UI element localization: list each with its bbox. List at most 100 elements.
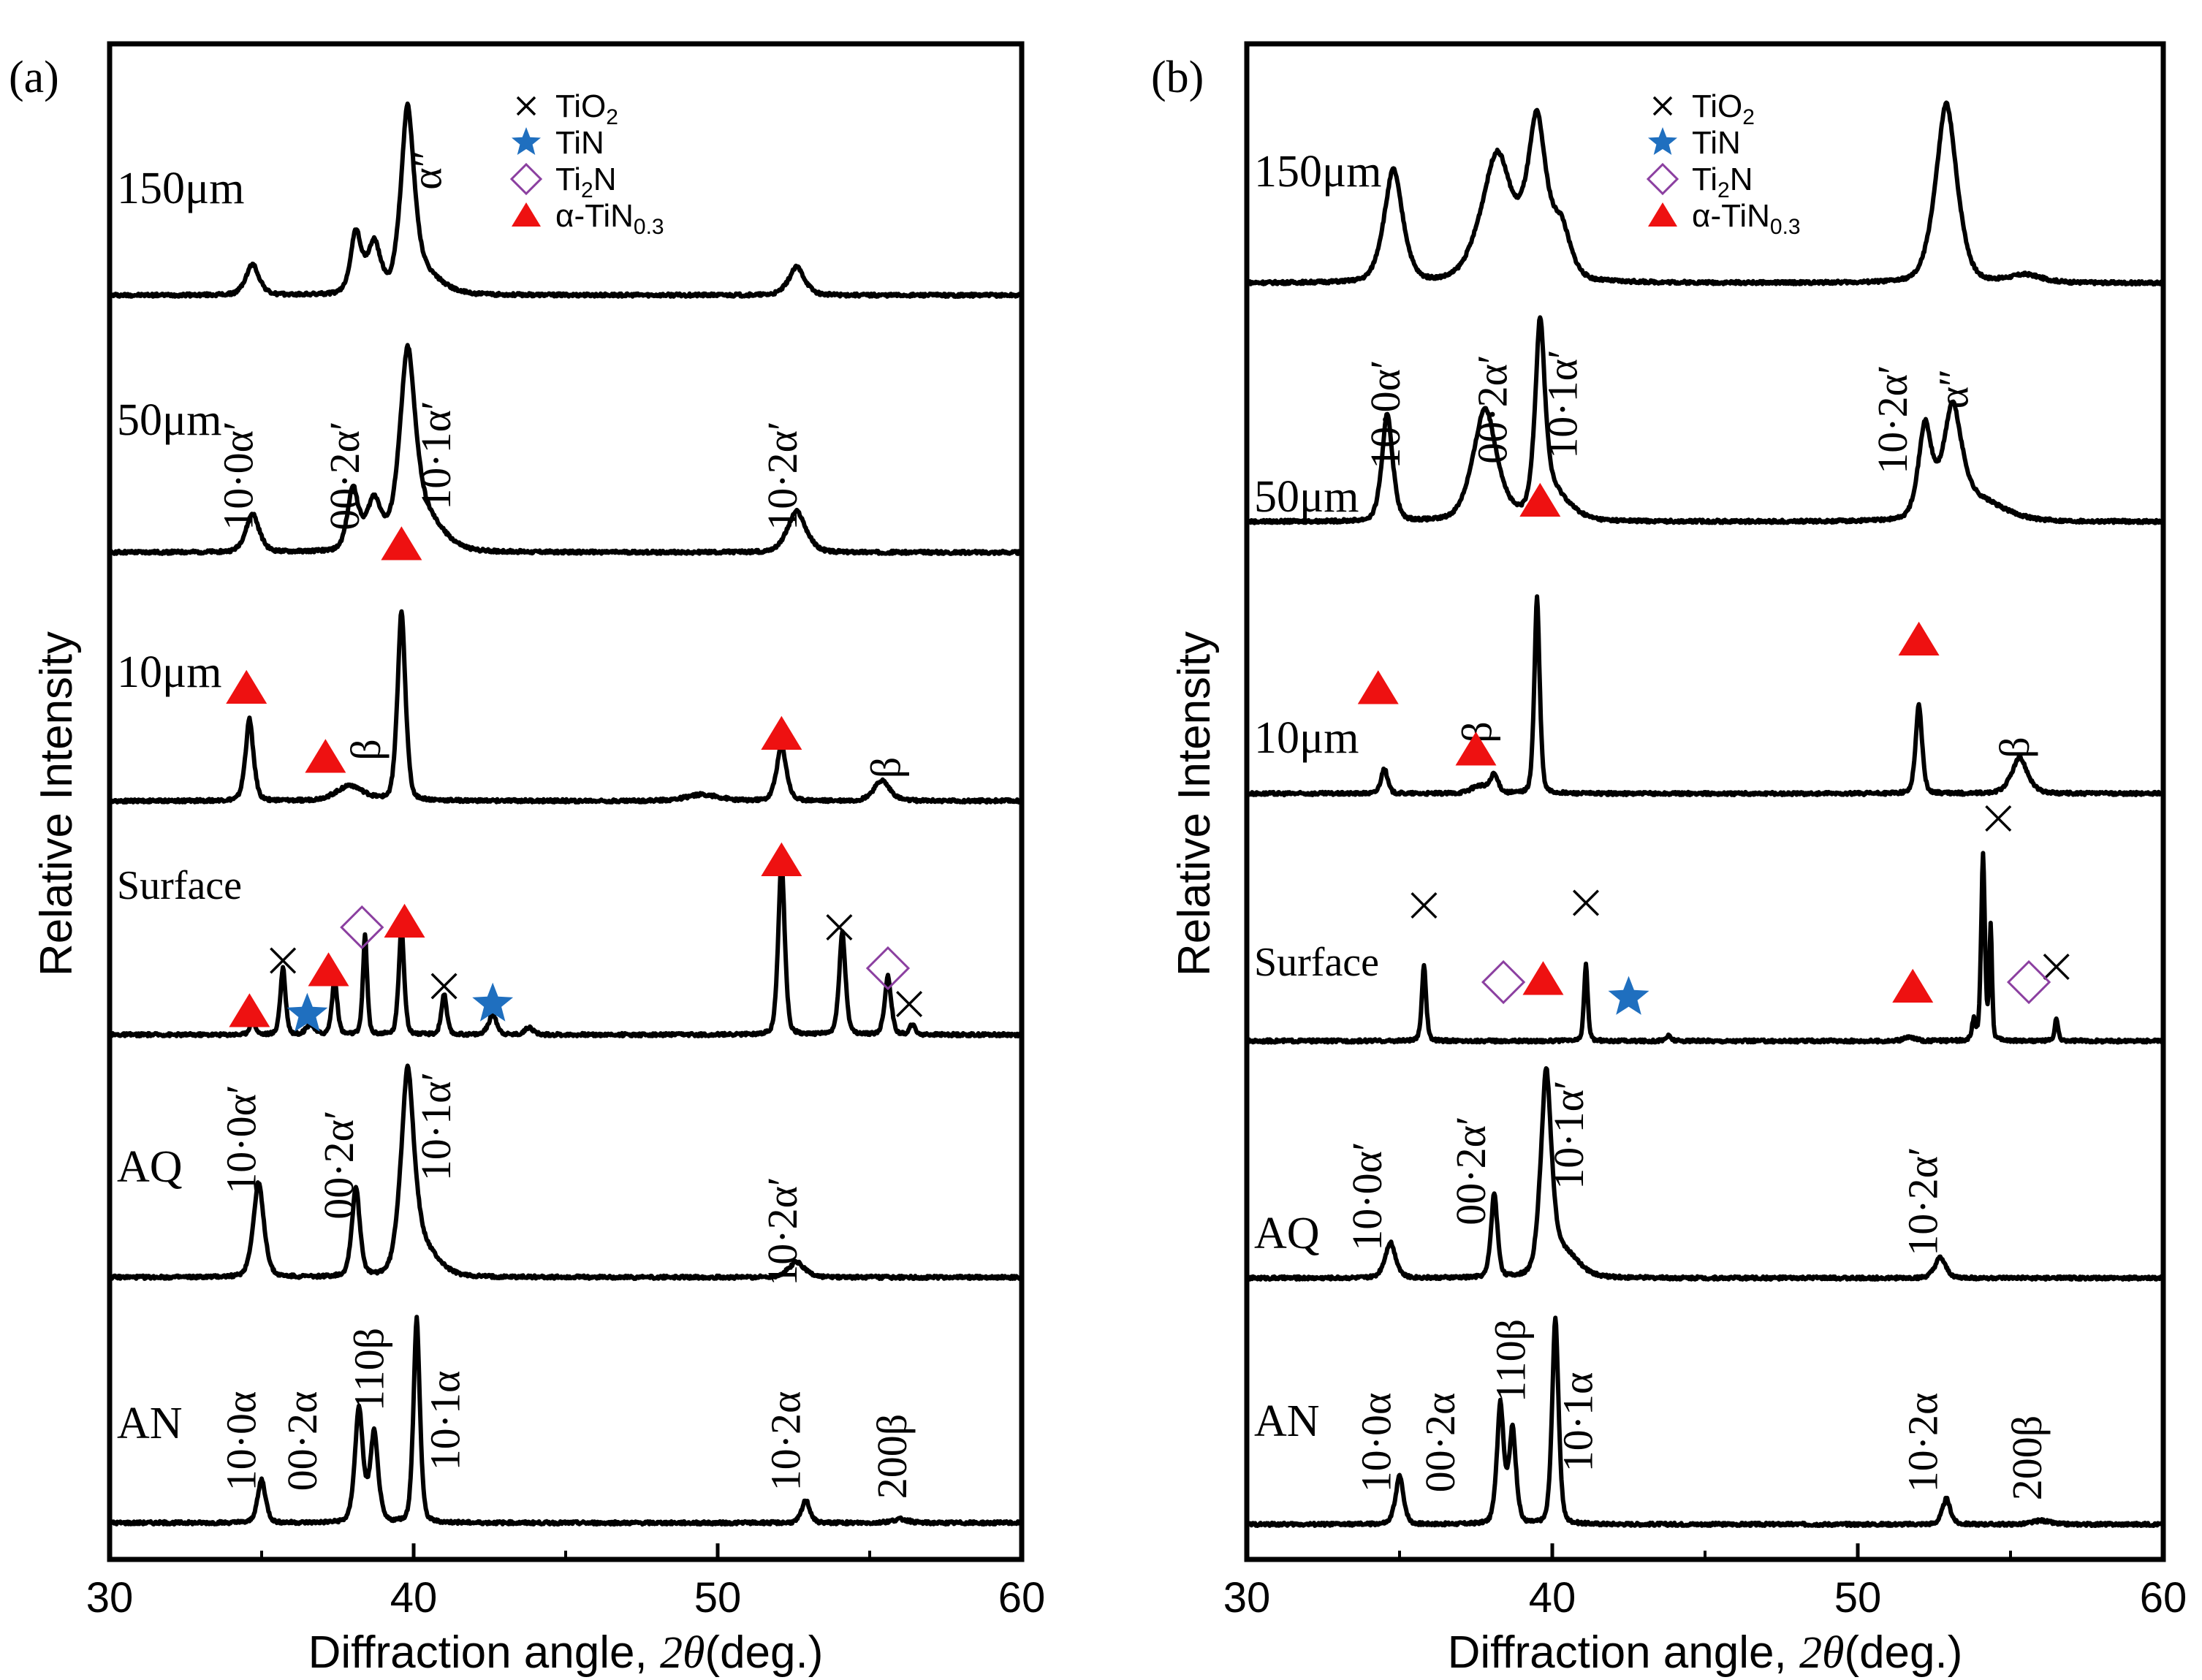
triangle-marker bbox=[1898, 621, 1940, 655]
sample-label-surface: Surface bbox=[1254, 940, 1379, 985]
x-axis-label-a: Diffraction angle, 2θ(deg.) bbox=[308, 1627, 824, 1678]
triangle-marker bbox=[1519, 482, 1561, 517]
peak-label: 10·1α′ bbox=[1538, 349, 1586, 458]
sample-labels-a: 150μm 50μm 10μm Surface AQ AN bbox=[117, 164, 244, 1448]
legend-item-diamond: Ti2N bbox=[509, 161, 617, 202]
peak-labels-a: α″ 10·0α′ 00·2α′ 10·1α′ 10·2α′ β β 10·0α′ 00·2α′… bbox=[215, 150, 916, 1499]
sample-label-150-m: 150μm bbox=[117, 164, 244, 213]
x-ticks-a: 30 40 50 60 bbox=[86, 1543, 1045, 1622]
series-line-aq bbox=[107, 1063, 1024, 1281]
legend-item-star: TiN bbox=[1648, 125, 1741, 161]
peak-label: 10·0α bbox=[218, 1391, 265, 1491]
series-line-10-m bbox=[1245, 594, 2165, 798]
sample-label-10-m: 10μm bbox=[1254, 713, 1359, 763]
peak-label: 00·2α′ bbox=[321, 421, 368, 530]
legend-item-diamond: Ti2N bbox=[1646, 161, 1753, 202]
triangle-marker bbox=[229, 993, 270, 1027]
peak-label: 10·0α′ bbox=[1343, 1141, 1391, 1250]
legend-label: TiN bbox=[555, 125, 604, 161]
diamond-icon bbox=[1646, 162, 1679, 196]
diamond-marker bbox=[865, 946, 911, 991]
triangle-marker bbox=[305, 739, 346, 773]
legend-item-triangle: α-TiN0.3 bbox=[1648, 198, 1801, 239]
peak-label: 110β bbox=[1487, 1319, 1534, 1402]
cross-icon bbox=[1652, 96, 1673, 116]
y-axis-label-a: Relative Intensity bbox=[31, 631, 82, 976]
cross-marker bbox=[2043, 953, 2070, 981]
sample-label-surface: Surface bbox=[117, 863, 242, 908]
peak-label: 10·2α bbox=[1899, 1393, 1947, 1493]
star-marker bbox=[286, 992, 328, 1032]
series-line-an bbox=[107, 1315, 1024, 1527]
legend-label: Ti2N bbox=[555, 161, 617, 202]
cross-marker bbox=[896, 990, 923, 1018]
legend-label: Ti2N bbox=[1692, 161, 1753, 202]
legend-label: α-TiN0.3 bbox=[555, 198, 664, 239]
triangle-marker bbox=[761, 715, 802, 750]
triangle-marker bbox=[1892, 968, 1934, 1003]
star-marker bbox=[472, 982, 514, 1022]
peak-label: 10·2α′ bbox=[759, 421, 806, 530]
peak-label: 00·2α bbox=[1416, 1393, 1464, 1493]
panel-label-b: (b) bbox=[1151, 53, 1204, 102]
star-icon bbox=[512, 127, 541, 155]
phase-markers-a bbox=[226, 526, 923, 1032]
sample-label-aq: AQ bbox=[1254, 1209, 1320, 1258]
sample-label-an: AN bbox=[117, 1399, 183, 1448]
peak-label: 10·2α′ bbox=[1899, 1147, 1947, 1255]
peak-label: 10·0α′ bbox=[215, 421, 262, 530]
triangle-marker bbox=[381, 526, 422, 560]
peak-label: 10·1α′ bbox=[1545, 1080, 1592, 1189]
triangle-marker bbox=[761, 842, 802, 876]
series-line-surface bbox=[1245, 851, 2165, 1045]
triangle-marker bbox=[1455, 731, 1497, 766]
sample-label-aq: AQ bbox=[117, 1142, 183, 1192]
phase-markers-b bbox=[1357, 482, 2070, 1015]
legend-item-cross: TiO2 bbox=[516, 88, 618, 129]
x-ticks-b: 30 40 50 60 bbox=[1223, 1543, 2187, 1622]
peak-label: 110β bbox=[345, 1328, 392, 1411]
peak-label: α″ bbox=[403, 150, 450, 190]
cross-marker bbox=[430, 973, 458, 1000]
sample-labels-b: 150μm 50μm 10μm Surface AQ AN bbox=[1254, 147, 1381, 1446]
peak-label: 00·2α′ bbox=[1447, 1116, 1495, 1225]
peak-label: 10·1α′ bbox=[412, 1072, 460, 1181]
cross-marker bbox=[826, 913, 853, 941]
triangle-marker bbox=[308, 952, 349, 987]
y-axis-label-b: Relative Intensity bbox=[1169, 631, 1220, 976]
legend-label: TiO2 bbox=[555, 88, 618, 129]
x-tick-label: 30 bbox=[86, 1574, 134, 1622]
peak-label: 10·1α′ bbox=[412, 400, 460, 509]
legend-label: α-TiN0.3 bbox=[1692, 198, 1801, 239]
x-tick-label: 40 bbox=[1529, 1574, 1576, 1622]
triangle-icon bbox=[1648, 202, 1677, 227]
legend-label: TiO2 bbox=[1692, 88, 1755, 129]
x-axis-label-b: Diffraction angle, 2θ(deg.) bbox=[1448, 1627, 1963, 1678]
peak-label: 00·2α′ bbox=[315, 1110, 362, 1219]
sample-label-10-m: 10μm bbox=[117, 647, 221, 697]
peak-label: 10·0α′ bbox=[1362, 360, 1409, 468]
diamond-marker bbox=[340, 905, 384, 950]
diamond-icon bbox=[509, 162, 543, 196]
triangle-marker bbox=[1357, 670, 1399, 704]
series-line-150-m bbox=[107, 101, 1024, 299]
x-tick-label: 50 bbox=[1834, 1574, 1882, 1622]
peak-label: 10·2α′ bbox=[1869, 365, 1916, 474]
sample-label-150-m: 150μm bbox=[1254, 147, 1381, 197]
peak-label: 00·2α′ bbox=[1468, 354, 1516, 463]
series-line-surface bbox=[107, 856, 1023, 1038]
cross-marker bbox=[270, 947, 297, 974]
series-line-10-m bbox=[108, 609, 1024, 805]
x-tick-label: 40 bbox=[390, 1574, 438, 1622]
peak-label: 10·1α bbox=[421, 1371, 468, 1471]
series-line-50-m bbox=[108, 343, 1023, 556]
peak-label: 200β bbox=[868, 1414, 916, 1500]
panel-a: (a) α″ 10·0α′ 00·2α′ 10·1α′ 10·2α′ β β 10·0α′ 00… bbox=[9, 41, 1045, 1622]
star-marker bbox=[1608, 976, 1649, 1015]
triangle-marker bbox=[226, 669, 267, 704]
triangle-icon bbox=[512, 202, 541, 227]
